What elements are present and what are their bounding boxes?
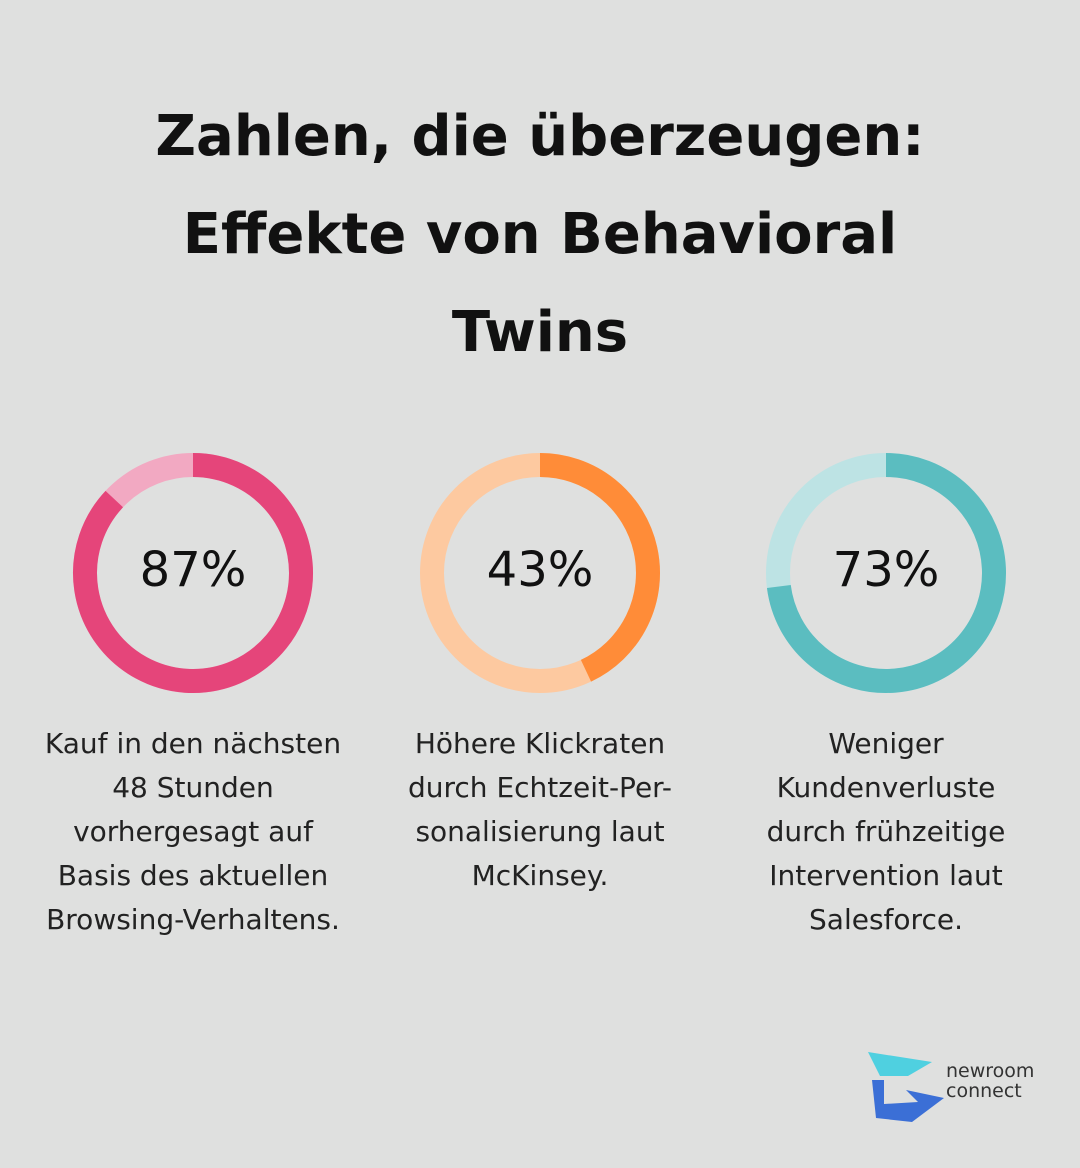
caption: Intervention laut (769, 859, 1002, 892)
title: Effekte von Behavioral (183, 202, 898, 267)
value-label: 43% (487, 542, 594, 598)
caption: Kundenverluste (777, 771, 996, 804)
donut-arc (766, 453, 1006, 693)
donut-arc (73, 453, 313, 693)
logo-mark-top (868, 1052, 932, 1076)
caption: Browsing-Verhaltens. (46, 903, 340, 936)
caption: durch frühzeitige (767, 815, 1006, 848)
value-label: 73% (833, 542, 940, 598)
caption: McKinsey. (472, 859, 609, 892)
caption: Basis des aktuellen (58, 859, 329, 892)
logo-text: newroom (946, 1060, 1034, 1082)
title: Zahlen, die überzeugen: (155, 104, 924, 169)
title: Twins (452, 300, 628, 365)
value-label: 87% (140, 542, 247, 598)
caption: Weniger (828, 727, 944, 760)
caption: Salesforce. (809, 903, 963, 936)
caption: sonalisierung laut (415, 815, 664, 848)
caption: Kauf in den nächsten (45, 727, 341, 760)
caption: vorhergesagt auf (73, 815, 314, 848)
logo: newroom connect (868, 1052, 1034, 1122)
logo-text: connect (946, 1080, 1022, 1102)
caption: 48 Stunden (112, 771, 274, 804)
caption: durch Echtzeit-Per- (408, 771, 672, 804)
caption: Höhere Klickraten (415, 727, 665, 760)
donut-arc (539, 453, 660, 682)
logo-mark-bottom (872, 1080, 944, 1122)
